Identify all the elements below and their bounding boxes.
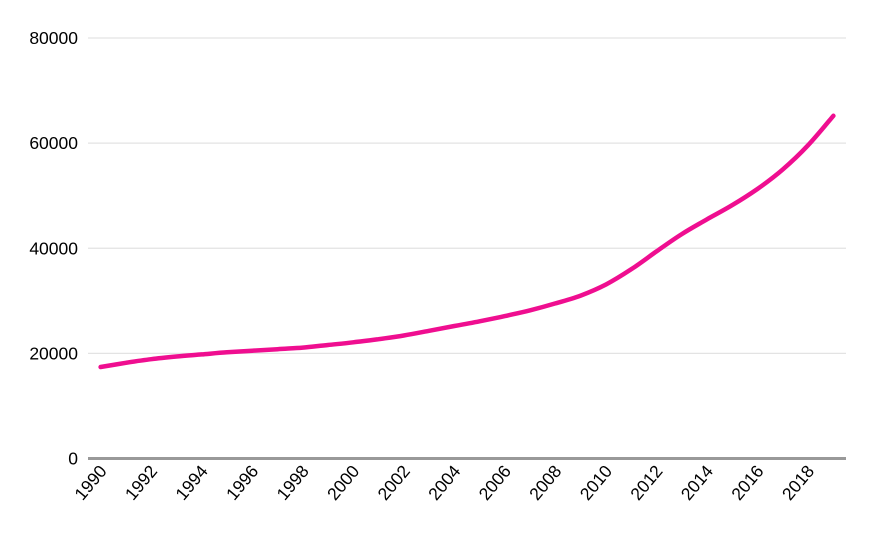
data-series-line	[98, 113, 836, 370]
y-tick-label: 0	[68, 449, 78, 469]
x-tick-label: 2012	[626, 461, 666, 504]
y-tick-label: 60000	[29, 133, 78, 153]
x-tick-label: 2008	[525, 461, 565, 504]
x-tick-label: 2014	[677, 461, 718, 504]
y-tick-label: 80000	[29, 28, 78, 48]
x-tick-label: 2016	[727, 461, 767, 504]
x-tick-label: 1992	[121, 461, 161, 504]
x-tick-label: 2010	[576, 461, 617, 504]
x-tick-label: 1998	[272, 461, 312, 504]
x-tick-label: 1996	[222, 461, 262, 504]
x-tick-label: 2002	[374, 461, 414, 504]
y-tick-label: 40000	[29, 238, 78, 258]
x-tick-label: 1994	[171, 461, 212, 504]
y-tick-label: 20000	[29, 343, 78, 363]
x-tick-label: 2004	[424, 461, 465, 504]
x-tick-label: 2000	[323, 461, 364, 504]
x-tick-label: 2018	[778, 461, 818, 504]
x-tick-label: 2006	[475, 461, 515, 504]
